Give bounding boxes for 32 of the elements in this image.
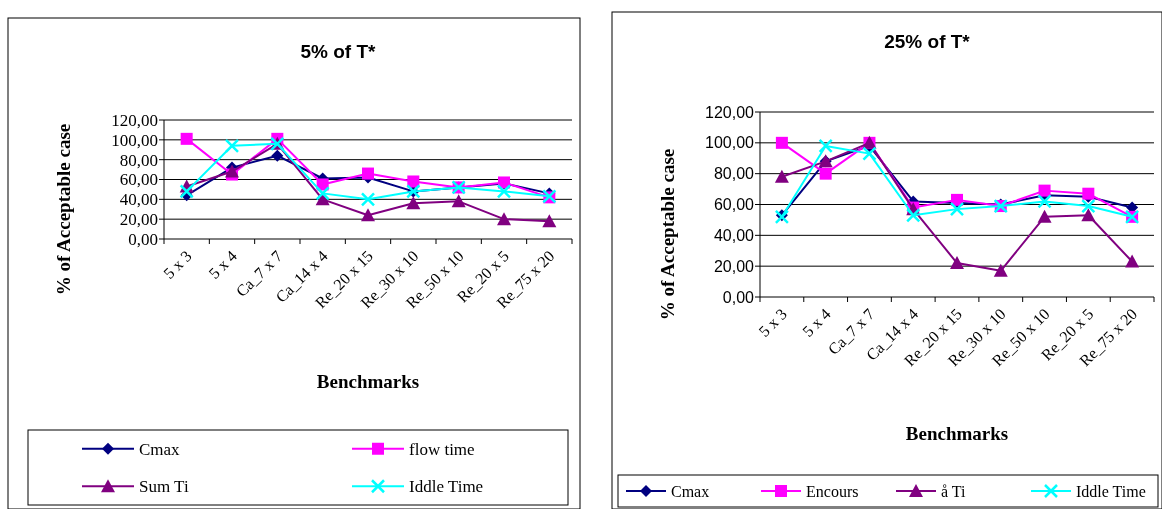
- legend-label: Encours: [806, 482, 859, 500]
- y-tick-label: 100,00: [111, 130, 158, 150]
- x-axis-title: Benchmarks: [316, 371, 420, 392]
- legend-label: Iddle Time: [1076, 482, 1146, 500]
- legend-label: flow time: [409, 439, 475, 459]
- y-tick-label: 20,00: [713, 257, 755, 275]
- y-tick-label: 120,00: [705, 103, 755, 121]
- y-tick-label: 80,00: [713, 165, 755, 183]
- y-tick-label: 60,00: [713, 196, 755, 214]
- legend-label: Sum Ti: [139, 477, 189, 497]
- y-axis-title: % of Acceptable case: [657, 148, 678, 321]
- legend-label: Iddle Time: [409, 477, 484, 497]
- y-tick-label: 100,00: [705, 134, 755, 152]
- x-tick-label: 5 x 3: [755, 305, 791, 340]
- x-tick-label: 5 x 4: [799, 305, 834, 340]
- x-tick-label: 5 x 3: [160, 247, 195, 282]
- chart-title: 25% of T*: [884, 31, 971, 52]
- legend-label: Cmax: [139, 439, 181, 459]
- y-tick-label: 40,00: [713, 226, 755, 244]
- legend-label: Cmax: [671, 482, 710, 500]
- y-tick-label: 120,00: [111, 110, 158, 130]
- x-tick-label: 5 x 4: [205, 247, 241, 282]
- y-tick-label: 80,00: [119, 150, 158, 170]
- y-tick-label: 40,00: [119, 190, 158, 210]
- y-tick-label: 60,00: [119, 170, 158, 190]
- y-tick-label: 0,00: [128, 229, 158, 249]
- y-axis-title: % of Acceptable case: [53, 123, 74, 296]
- legend-label: å Ti: [941, 482, 967, 500]
- chart-title: 5% of T*: [300, 41, 377, 62]
- y-tick-label: 0,00: [722, 288, 755, 306]
- y-tick-label: 20,00: [119, 210, 158, 230]
- x-axis-title: Benchmarks: [905, 423, 1009, 444]
